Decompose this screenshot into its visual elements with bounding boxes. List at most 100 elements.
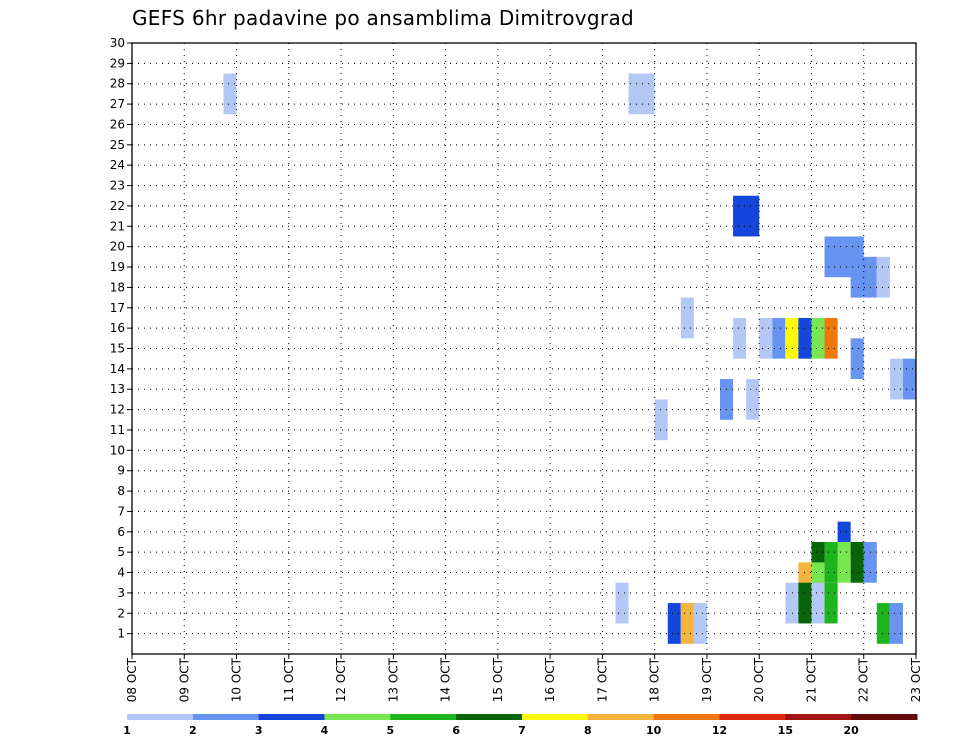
y-tick-label: 8 — [117, 484, 125, 498]
y-tick-label: 30 — [110, 36, 125, 50]
y-tick-label: 9 — [117, 464, 125, 478]
x-tick-label: 15 OCT — [491, 657, 505, 702]
x-tick-label: 10 OCT — [230, 657, 244, 702]
colorbar-label: 3 — [255, 724, 263, 737]
y-tick-label: 19 — [110, 260, 125, 274]
y-tick-label: 10 — [110, 443, 125, 457]
heatmap-cell — [837, 541, 851, 583]
plot-frame — [131, 42, 917, 655]
colorbar-label: 2 — [189, 724, 197, 737]
x-tick-label: 17 OCT — [595, 657, 609, 702]
heatmap-cell — [798, 317, 812, 359]
y-tick-label: 22 — [110, 199, 125, 213]
colorbar-label: 5 — [387, 724, 395, 737]
y-tick-label: 18 — [110, 280, 125, 294]
y-tick-label: 2 — [117, 606, 125, 620]
x-tick-label: 12 OCT — [334, 657, 348, 702]
colorbar-segment — [324, 714, 391, 720]
heatmap-cell — [615, 582, 629, 624]
y-tick-label: 5 — [117, 545, 125, 559]
y-tick-label: 23 — [110, 179, 125, 193]
x-tick-label: 22 OCT — [857, 657, 871, 702]
heatmap-cell — [693, 603, 707, 644]
y-tick-label: 25 — [110, 138, 125, 152]
colorbar-segment — [127, 714, 194, 720]
y-tick-label: 14 — [110, 362, 125, 376]
heatmap-cell — [876, 603, 890, 644]
y-tick-label: 17 — [110, 301, 125, 315]
colorbar-segment — [522, 714, 589, 720]
y-tick-label: 16 — [110, 321, 125, 335]
colorbar-label: 10 — [646, 724, 662, 737]
heatmap-cell — [824, 582, 838, 624]
heatmap-cell — [824, 541, 838, 583]
heatmap-cell — [876, 256, 890, 298]
heatmap-cell — [746, 379, 760, 420]
x-tick-label: 16 OCT — [543, 657, 557, 702]
heatmap-cell — [850, 541, 864, 583]
colorbar-label: 6 — [452, 724, 460, 737]
heatmap-cell — [902, 358, 916, 400]
y-tick-label: 1 — [117, 627, 125, 641]
heatmap-cell — [680, 603, 694, 644]
colorbar-segment — [587, 714, 655, 720]
x-tick-label: 21 OCT — [804, 657, 818, 702]
heatmap-cell — [680, 297, 694, 339]
y-tick-label: 12 — [110, 403, 125, 417]
x-tick-label: 19 OCT — [700, 657, 714, 702]
y-tick-label: 24 — [110, 158, 125, 172]
colorbar-segment — [719, 714, 786, 720]
heatmap-cell — [824, 317, 838, 359]
colorbar-label: 8 — [584, 724, 592, 737]
y-tick-label: 3 — [117, 586, 125, 600]
heatmap-cell — [798, 582, 812, 624]
heatmap-cell — [759, 317, 773, 359]
heatmap-cell — [811, 317, 825, 359]
heatmap-cell — [223, 73, 237, 115]
y-tick-label: 27 — [110, 97, 125, 111]
y-tick-label: 6 — [117, 525, 125, 539]
heatmap-cell — [785, 317, 799, 359]
colorbar-segment — [653, 714, 720, 720]
colorbar-segment — [851, 714, 918, 720]
y-tick-label: 20 — [110, 240, 125, 254]
colorbar-segment — [390, 714, 457, 720]
heatmap-cell — [733, 195, 760, 237]
x-tick-label: 13 OCT — [386, 657, 400, 702]
y-tick-label: 29 — [110, 56, 125, 70]
colorbar-segment — [785, 714, 852, 720]
x-tick-label: 11 OCT — [282, 657, 296, 702]
heatmap-cell — [654, 399, 668, 441]
x-tick-label: 23 OCT — [909, 657, 923, 702]
colorbar-label: 20 — [844, 724, 860, 737]
heatmap-cell — [850, 338, 864, 380]
colorbar-segment — [192, 714, 260, 720]
heatmap-cell — [628, 73, 655, 115]
y-tick-label: 11 — [110, 423, 125, 437]
x-tick-label: 18 OCT — [648, 657, 662, 702]
colorbar-label: 12 — [712, 724, 727, 737]
x-tick-label: 09 OCT — [177, 657, 191, 702]
chart-title: GEFS 6hr padavine po ansamblima Dimitrov… — [132, 6, 634, 30]
colorbar-label: 4 — [321, 724, 329, 737]
y-tick-label: 15 — [110, 342, 125, 356]
colorbar-label: 1 — [123, 724, 131, 737]
heatmap-cell — [785, 582, 799, 624]
heatmap-cell — [863, 541, 877, 583]
heatmap-cell — [667, 603, 681, 644]
y-tick-label: 4 — [117, 566, 125, 580]
heatmap-cell — [889, 603, 903, 644]
colorbar-segment — [258, 714, 325, 720]
x-tick-label: 20 OCT — [752, 657, 766, 702]
heatmap-cell — [889, 358, 903, 400]
y-tick-label: 28 — [110, 77, 125, 91]
colorbar-segment — [456, 714, 523, 720]
y-tick-label: 13 — [110, 382, 125, 396]
x-tick-label: 14 OCT — [439, 657, 453, 702]
y-tick-label: 21 — [110, 219, 125, 233]
x-tick-label: 08 OCT — [125, 657, 139, 702]
colorbar-label: 7 — [518, 724, 526, 737]
heatmap-cell — [733, 317, 747, 359]
y-tick-label: 7 — [117, 504, 125, 518]
